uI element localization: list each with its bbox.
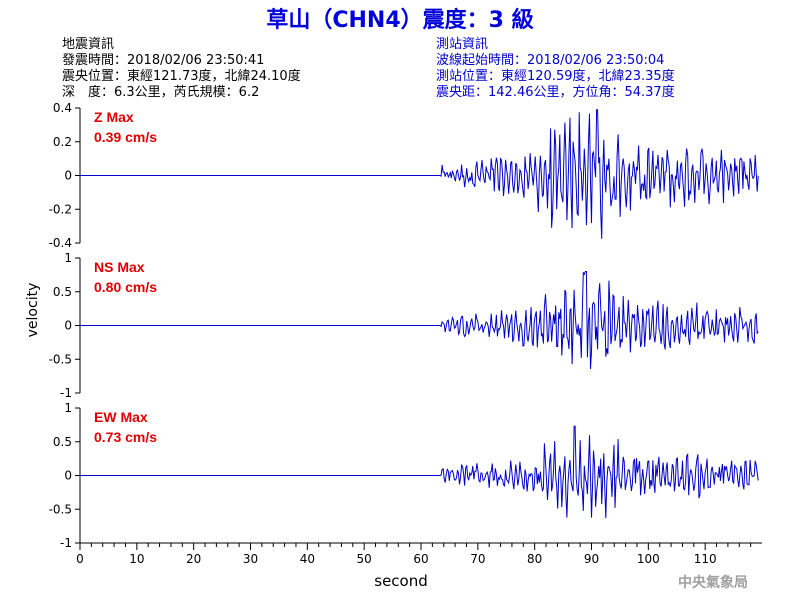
station-info-location: 測站位置：東經120.59度，北緯23.35度 [436,68,675,84]
x-tick-label: 10 [129,552,144,566]
quake-info-time: 發震時間：2018/02/06 23:50:41 [62,53,264,68]
agency-watermark: 中央氣象局 [678,574,748,591]
station-info-start-time: 波線起始時間：2018/02/06 23:50:04 [436,52,664,68]
panel-ew: -1 -0.5 0 0.5 1 EW Max 0.73 cm/s [49,401,759,550]
waveform-line [80,109,759,239]
y-tick-label: 0.4 [53,101,72,115]
panel-max-value: 0.39 cm/s [94,129,157,145]
waveform-line [80,425,759,519]
y-tick-label: -0.2 [49,202,72,216]
y-axis-label: velocity [25,283,41,338]
panel-max-label: EW Max [94,409,148,425]
panel-max-value: 0.73 cm/s [94,429,157,445]
y-tick-label: 0 [64,469,72,483]
x-axis: 0 10 20 30 40 50 60 70 80 90 100 110 [76,542,762,566]
station-info-distance: 震央距：142.46公里，方位角：54.37度 [436,84,675,100]
x-tick-label: 80 [527,552,542,566]
y-tick-label: -0.4 [49,236,72,250]
panel-ns: -1 -0.5 0 0.5 1 NS Max 0.80 cm/s [49,251,759,400]
quake-info-epicenter: 震央位置：東經121.73度，北緯24.10度 [62,68,301,84]
x-tick-label: 50 [357,552,372,566]
panel-max-value: 0.80 cm/s [94,279,157,295]
x-tick-label: 60 [413,552,428,566]
y-tick-label: 0.5 [53,285,72,299]
panel-max-label: Z Max [94,109,134,125]
y-tick-label: -0.5 [49,502,72,516]
y-tick-label: 1 [64,251,72,265]
quake-info-heading: 地震資訊 [62,37,114,52]
x-tick-label: 0 [76,552,84,566]
y-tick-label: 1 [64,401,72,415]
x-tick-label: 90 [584,552,599,566]
y-tick-label: -1 [60,386,72,400]
y-tick-label: 0 [64,169,72,183]
x-tick-label: 40 [300,552,315,566]
x-tick-label: 70 [470,552,485,566]
quake-info-depth-magnitude: 深 度：6.3公里，芮氏規模：6.2 [62,84,259,100]
y-tick-label: -1 [60,536,72,550]
y-tick-label: 0.5 [53,435,72,449]
waveform-line [80,271,759,370]
x-tick-label: 100 [637,552,660,566]
y-tick-label: 0 [64,319,72,333]
y-tick-label: 0.2 [53,135,72,149]
x-tick-label: 20 [186,552,201,566]
x-tick-label: 30 [243,552,258,566]
panel-z: -0.4 -0.2 0 0.2 0.4 Z Max 0.39 cm/s [49,101,759,250]
station-info-heading: 測站資訊 [436,37,488,52]
y-tick-label: -0.5 [49,352,72,366]
panels-group: -0.4 -0.2 0 0.2 0.4 Z Max 0.39 cm/s -1 -0.5 0 0.5 1… [49,101,762,566]
x-axis-label: second [374,572,428,590]
panel-max-label: NS Max [94,259,145,275]
chart-title: 草山（CHN4）震度：3 級 [266,7,533,33]
x-tick-label: 110 [694,552,717,566]
